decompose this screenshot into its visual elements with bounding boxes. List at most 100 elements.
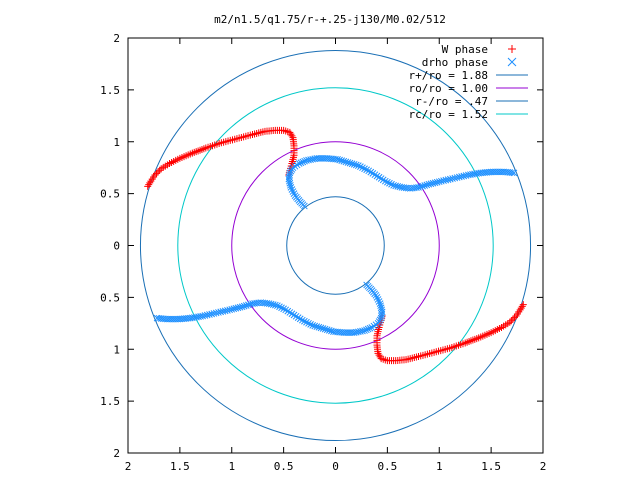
- x-tick-label-5: 0.5: [377, 460, 397, 473]
- circles-layer: [139, 49, 532, 442]
- point-1-1-50: [315, 323, 323, 331]
- point-1-0-43: [334, 156, 341, 163]
- point-1-0-7: [291, 192, 299, 200]
- series-1: [153, 154, 518, 337]
- circle-2: [286, 196, 385, 295]
- y-tick-label-8: 2: [113, 447, 120, 460]
- point-1-0-55: [359, 164, 366, 172]
- chart-title: m2/n1.5/q1.75/r-+.25-j130/M0.02/512: [214, 13, 446, 26]
- point-0-0-9: [156, 166, 164, 174]
- point-1-0-69: [388, 180, 395, 188]
- point-1-0-66: [381, 177, 389, 185]
- point-0-1-2: [517, 304, 525, 312]
- point-1-0-25: [297, 159, 305, 167]
- circle-1: [231, 141, 440, 350]
- point-1-1-82: [249, 300, 256, 307]
- x-tick-label-8: 2: [540, 460, 547, 473]
- point-1-1-67: [280, 305, 287, 313]
- y-tick-label-1: 1.5: [100, 84, 120, 97]
- point-1-1-127: [153, 314, 161, 322]
- point-1-0-27: [301, 157, 308, 165]
- point-1-1-83: [247, 300, 254, 308]
- point-1-0-72: [394, 183, 402, 190]
- point-1-1-92: [228, 305, 236, 313]
- point-1-0-10: [288, 186, 296, 193]
- point-0-1-6: [512, 312, 520, 320]
- point-1-0-84: [419, 182, 427, 190]
- x-tick-label-2: 1: [228, 460, 235, 473]
- point-1-1-49: [317, 324, 325, 332]
- point-1-1-88: [236, 303, 244, 311]
- point-1-1-46: [323, 326, 331, 334]
- point-1-1-72: [269, 301, 277, 308]
- point-1-0-51: [350, 161, 358, 168]
- point-1-0-49: [346, 159, 354, 167]
- point-1-1-47: [321, 325, 329, 333]
- point-1-1-10: [375, 298, 383, 305]
- point-0-0-6: [151, 171, 159, 179]
- x-tick-label-1: 1.5: [170, 460, 190, 473]
- point-1-0-126: [508, 169, 516, 177]
- point-1-1-57: [301, 317, 308, 325]
- point-1-1-9: [374, 296, 382, 303]
- legend-label-4: r-/ro = .47: [415, 95, 488, 108]
- point-0-0-73: [288, 132, 296, 140]
- point-0-1-7: [510, 314, 518, 322]
- point-1-1-45: [325, 327, 333, 334]
- x-tick-label-0: 2: [125, 460, 132, 473]
- point-0-0-8: [154, 168, 162, 176]
- point-1-1-81: [251, 299, 258, 307]
- point-1-1-89: [234, 304, 242, 312]
- point-1-0-48: [344, 159, 352, 166]
- point-1-1-87: [238, 303, 246, 311]
- point-1-1-27: [363, 326, 370, 334]
- point-1-1-68: [278, 304, 285, 312]
- point-1-0-53: [354, 162, 362, 169]
- point-0-0-7: [153, 169, 161, 177]
- legend-label-0: W phase: [442, 43, 488, 56]
- point-0-0-2: [146, 179, 154, 187]
- point-1-1-48: [319, 325, 327, 332]
- point-1-1-85: [242, 302, 250, 309]
- legend-label-5: rc/ro = 1.52: [409, 108, 488, 121]
- point-1-1-25: [366, 324, 374, 332]
- point-0-1-73: [375, 351, 383, 359]
- point-1-1-54: [307, 320, 314, 328]
- point-1-1-13: [377, 304, 385, 312]
- point-1-1-43: [330, 328, 337, 335]
- point-1-1-11: [376, 300, 384, 307]
- x-tick-label-7: 1.5: [481, 460, 501, 473]
- point-1-0-17: [286, 171, 293, 179]
- point-1-0-54: [357, 163, 364, 171]
- point-1-0-45: [338, 157, 346, 164]
- x-tick-label-6: 1: [436, 460, 443, 473]
- point-1-0-56: [361, 165, 368, 173]
- point-1-1-66: [282, 306, 290, 314]
- ticks-layer: 2 1.5 1 0.5 0 0.5 1 1.5 221.510.500.511.52: [100, 32, 546, 473]
- point-1-1-90: [232, 304, 240, 312]
- point-1-0-26: [299, 158, 307, 166]
- point-1-1-126: [155, 314, 163, 322]
- y-tick-label-7: 1.5: [100, 395, 120, 408]
- point-1-0-67: [384, 178, 391, 186]
- point-1-0-90: [431, 179, 439, 187]
- legend-label-3: ro/ro = 1.00: [409, 82, 488, 95]
- point-1-0-87: [425, 180, 433, 188]
- legend-label-1: drho phase: [422, 56, 488, 69]
- y-tick-label-5: 0.5: [100, 291, 120, 304]
- point-1-0-88: [427, 180, 435, 188]
- point-1-1-56: [303, 318, 310, 326]
- point-1-0-13: [286, 179, 294, 187]
- point-1-0-50: [348, 160, 356, 168]
- point-1-1-71: [271, 301, 279, 309]
- point-1-0-12: [287, 181, 294, 189]
- point-1-0-86: [423, 181, 431, 189]
- point-1-0-11: [287, 184, 295, 191]
- point-1-1-55: [305, 319, 312, 327]
- point-1-1-7: [372, 291, 380, 299]
- circle-0: [139, 49, 532, 442]
- point-1-0-92: [435, 178, 443, 186]
- point-1-0-57: [363, 166, 370, 174]
